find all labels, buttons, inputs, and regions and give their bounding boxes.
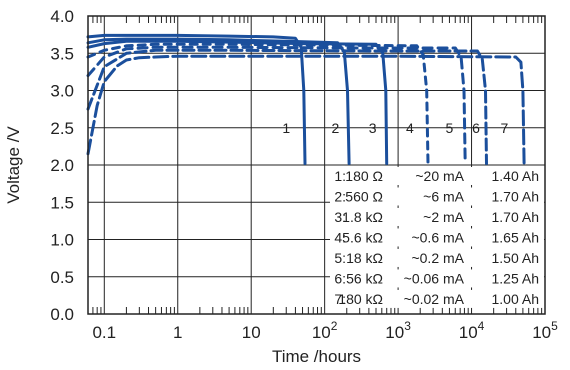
series-line-7: [86, 54, 526, 165]
curve-label-3: 3: [369, 120, 377, 136]
x-tick-label: 105: [532, 319, 558, 342]
legend-cell-r5-c3: ~0.2 mA: [411, 250, 464, 266]
legend-cell-r4-c1: 4:: [334, 229, 346, 245]
legend-row-bg: [330, 207, 544, 226]
legend-cell-r7-c4: 1.00 Ah: [492, 291, 540, 307]
legend-cell-r3-c2: 1.8 kΩ: [342, 209, 383, 225]
legend-cell-r2-c4: 1.70 Ah: [492, 188, 540, 204]
legend-cell-r7-c3: ~0.02 mA: [404, 291, 465, 307]
legend-cell-r5-c1: 5:: [334, 250, 346, 266]
legend-cell-r1-c4: 1.40 Ah: [492, 168, 540, 184]
y-tick-label: 1.5: [50, 193, 74, 212]
legend-row-bg: [330, 228, 544, 247]
series-line-2: [86, 37, 351, 165]
plot-frame: [87, 15, 546, 315]
legend-cell-r3-c3: ~2 mA: [423, 209, 465, 225]
x-tick-label: 103: [385, 319, 411, 342]
y-tick-labels: 0.0 0.5 1.0 1.5 2.0 2.5 3.0 3.5 4.0: [50, 7, 74, 324]
y-axis-label: Voltage /V: [4, 126, 23, 204]
legend-cell-r5-c2: 18 kΩ: [346, 250, 383, 266]
y-tick-label: 1.0: [50, 231, 74, 250]
series-line-5: [86, 45, 467, 165]
y-tick-label: 3.0: [50, 82, 74, 101]
y-tick-label: 3.5: [50, 44, 74, 63]
curve-label-5: 5: [446, 120, 454, 136]
curve-label-6: 6: [472, 120, 480, 136]
legend-table: 1: 180 Ω ~20 mA 1.40 Ah 2: 560 Ω ~6 mA 1.70 Ah 3…: [330, 167, 544, 308]
x-tick-label: 0.1: [92, 323, 116, 342]
legend-cell-r3-c1: 3:: [334, 209, 346, 225]
legend-cell-r6-c3: ~0.06 mA: [404, 270, 465, 286]
y-tick-label: 2.0: [50, 156, 74, 175]
curve-label-1: 1: [282, 120, 290, 136]
legend-cell-r6-c2: 56 kΩ: [346, 270, 383, 286]
curve-labels: 1 2 3 4 5 6 7: [282, 120, 508, 136]
legend-cell-r1-c1: 1:: [334, 168, 346, 184]
x-tick-label: 104: [459, 319, 485, 342]
curve-label-7: 7: [500, 120, 508, 136]
minor-ticks: [87, 16, 543, 314]
curve-label-2: 2: [331, 120, 339, 136]
legend-cell-r7-c1: 7:: [334, 291, 346, 307]
legend-cell-r4-c2: 5.6 kΩ: [342, 229, 383, 245]
legend-row-bg: [330, 187, 544, 206]
legend-cell-r6-c4: 1.25 Ah: [492, 270, 540, 286]
legend-cell-r1-c3: ~20 mA: [415, 168, 464, 184]
x-tick-label: 10: [242, 323, 261, 342]
x-tick-label: 1: [173, 323, 182, 342]
series-line-3: [86, 39, 389, 165]
legend-cell-r2-c3: ~6 mA: [423, 188, 465, 204]
y-tick-label: 4.0: [50, 7, 74, 26]
legend-cell-r5-c4: 1.50 Ah: [492, 250, 540, 266]
x-tick-label: 102: [312, 319, 338, 342]
grid-lines: [88, 15, 546, 315]
legend-row-bg: [330, 167, 544, 185]
legend-cell-r2-c1: 2:: [334, 188, 346, 204]
x-tick-labels: 0.1 1 10 102 103 104 105: [92, 319, 558, 342]
legend-cell-r4-c3: ~0.6 mA: [411, 229, 464, 245]
x-axis-label: Time /hours: [272, 347, 361, 366]
y-tick-label: 2.5: [50, 119, 74, 138]
legend-cell-r1-c2: 180 Ω: [345, 168, 383, 184]
series-lines: [86, 33, 526, 165]
legend-cell-r3-c4: 1.70 Ah: [492, 209, 540, 225]
legend-cell-r4-c4: 1.65 Ah: [492, 229, 540, 245]
legend-row-bg: [330, 269, 544, 288]
series-line-1: [86, 33, 307, 165]
legend-cell-r7-c2: 180 kΩ: [338, 291, 383, 307]
legend-row-bg: [330, 248, 544, 267]
y-tick-label: 0.0: [50, 305, 74, 324]
series-line-6: [86, 48, 488, 165]
y-tick-label: 0.5: [50, 268, 74, 287]
legend-row-bg: [330, 289, 544, 308]
curve-label-4: 4: [406, 120, 414, 136]
legend-cell-r2-c2: 560 Ω: [345, 188, 383, 204]
series-line-4: [86, 42, 430, 165]
legend-cell-r6-c1: 6:: [334, 270, 346, 286]
